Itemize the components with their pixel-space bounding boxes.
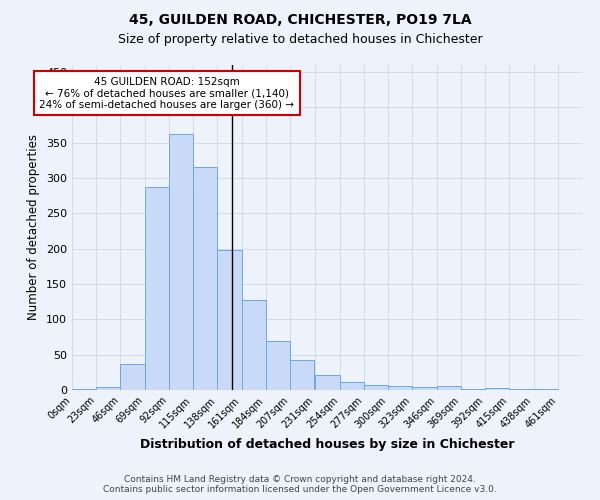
Bar	[72, 388, 96, 390]
Text: Contains HM Land Registry data © Crown copyright and database right 2024.: Contains HM Land Registry data © Crown c…	[124, 475, 476, 484]
Bar	[169, 134, 193, 390]
Bar	[121, 364, 145, 390]
Bar	[461, 388, 485, 390]
Bar	[340, 382, 364, 390]
Text: 45 GUILDEN ROAD: 152sqm
← 76% of detached houses are smaller (1,140)
24% of semi: 45 GUILDEN ROAD: 152sqm ← 76% of detache…	[40, 76, 295, 110]
Bar	[266, 340, 290, 390]
Bar	[96, 387, 121, 390]
X-axis label: Distribution of detached houses by size in Chichester: Distribution of detached houses by size …	[140, 438, 514, 451]
Text: 45, GUILDEN ROAD, CHICHESTER, PO19 7LA: 45, GUILDEN ROAD, CHICHESTER, PO19 7LA	[128, 12, 472, 26]
Bar	[193, 168, 217, 390]
Bar	[509, 388, 533, 390]
Text: Contains public sector information licensed under the Open Government Licence v3: Contains public sector information licen…	[103, 485, 497, 494]
Bar	[364, 385, 388, 390]
Text: Size of property relative to detached houses in Chichester: Size of property relative to detached ho…	[118, 32, 482, 46]
Bar	[316, 375, 340, 390]
Bar	[290, 360, 314, 390]
Bar	[412, 387, 437, 390]
Bar	[145, 186, 169, 390]
Bar	[437, 386, 461, 390]
Bar	[217, 250, 242, 390]
Bar	[388, 386, 412, 390]
Y-axis label: Number of detached properties: Number of detached properties	[28, 134, 40, 320]
Bar	[242, 300, 266, 390]
Bar	[485, 388, 509, 390]
Bar	[533, 388, 558, 390]
